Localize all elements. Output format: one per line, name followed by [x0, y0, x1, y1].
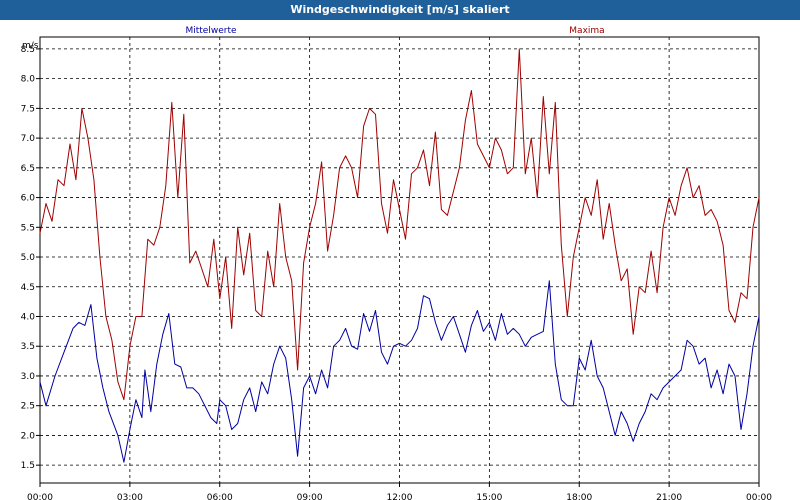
- x-tick-time: 06:00: [207, 493, 233, 500]
- series-line-mittelwerte: [39, 280, 760, 463]
- x-tick-time: 18:00: [566, 493, 592, 500]
- y-tick-label: 8.0: [21, 75, 36, 85]
- y-tick-label: 3.5: [21, 342, 35, 352]
- grid: [40, 37, 759, 483]
- legend-mittelwerte: Mittelwerte: [185, 26, 236, 36]
- y-tick-label: 5.0: [21, 253, 36, 263]
- x-tick-time: 15:00: [476, 493, 502, 500]
- x-tick-time: 00:00: [27, 493, 53, 500]
- legend-maxima: Maxima: [569, 26, 604, 36]
- y-tick-label: 6.0: [21, 194, 36, 204]
- series-lines: [39, 48, 760, 463]
- y-tick-label: 4.5: [21, 283, 35, 293]
- axis-labels: 1.5 2.0 2.5 3.0 3.5 4.0 4.5 5.0 5.5 6.0 6.5 7.0 7.5 8…: [21, 45, 773, 500]
- y-tick-label: 5.5: [21, 223, 35, 233]
- x-tick-time: 03:00: [117, 493, 143, 500]
- y-tick-label: 4.0: [21, 312, 36, 322]
- y-tick-label: 8.5: [21, 45, 35, 55]
- x-tick-time: 12:00: [387, 493, 413, 500]
- y-tick-label: 6.5: [21, 164, 35, 174]
- chart-plot: m/s Mittelwerte Maxima 1.5 2.0 2.5 3.0 3.5 4.…: [21, 26, 773, 500]
- y-tick-label: 2.5: [21, 402, 35, 412]
- y-axis-unit: m/s: [22, 41, 39, 51]
- y-tick-label: 1.5: [21, 461, 35, 471]
- x-tick-time: 00:00: [746, 493, 772, 500]
- chart-title: Windgeschwindigkeit [m/s] skaliert: [0, 0, 800, 20]
- y-tick-label: 2.0: [21, 431, 36, 441]
- series-line-maxima: [39, 48, 760, 401]
- x-tick-time: 09:00: [297, 493, 323, 500]
- x-tick-time: 21:00: [656, 493, 682, 500]
- y-tick-label: 3.0: [21, 372, 36, 382]
- y-tick-label: 7.0: [21, 134, 36, 144]
- y-tick-label: 7.5: [21, 104, 35, 114]
